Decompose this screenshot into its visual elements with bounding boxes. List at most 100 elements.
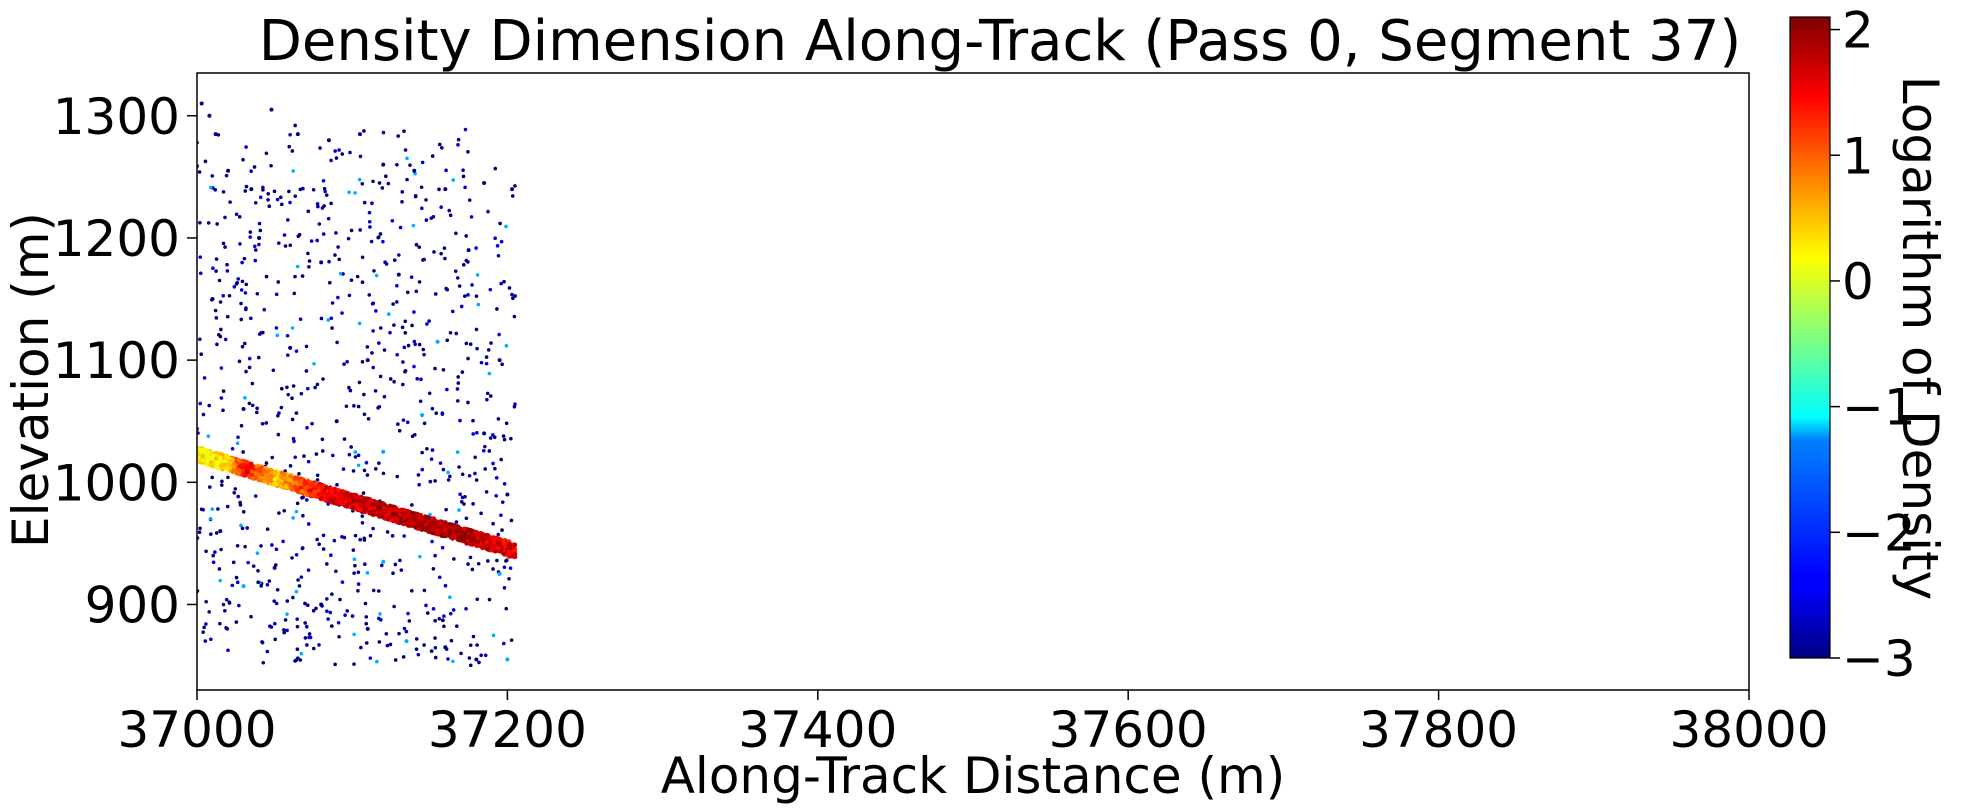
- scatter-point: [446, 470, 450, 475]
- band-point: [371, 502, 376, 507]
- scatter-point: [462, 502, 466, 506]
- scatter-point: [249, 169, 253, 174]
- scatter-point: [385, 530, 390, 534]
- band-point: [292, 476, 297, 481]
- scatter-point: [215, 222, 219, 226]
- scatter-point: [362, 536, 367, 541]
- band-point: [402, 515, 407, 520]
- scatter-point: [348, 150, 352, 155]
- scatter-point: [255, 406, 259, 411]
- scatter-point: [247, 356, 252, 361]
- scatter-point: [209, 637, 213, 642]
- scatter-point: [225, 627, 230, 631]
- scatter-point: [295, 132, 300, 137]
- band-point: [435, 528, 440, 534]
- scatter-point: [241, 157, 245, 162]
- scatter-point: [479, 360, 484, 365]
- scatter-point: [247, 401, 252, 406]
- scatter-point: [398, 558, 402, 563]
- scatter-point: [471, 432, 475, 436]
- scatter-point: [329, 158, 333, 163]
- scatter-point: [471, 418, 475, 423]
- x-axis-title: Along-Track Distance (m): [661, 747, 1286, 805]
- scatter-point: [459, 304, 464, 309]
- scatter-point: [297, 472, 301, 476]
- band-point: [413, 516, 418, 522]
- scatter-point: [380, 186, 385, 190]
- scatter-point: [437, 187, 441, 192]
- scatter-point: [269, 625, 274, 629]
- scatter-point: [350, 614, 355, 618]
- scatter-point: [470, 567, 475, 572]
- scatter-point: [493, 166, 498, 171]
- scatter-point: [294, 509, 299, 514]
- scatter-point: [320, 449, 325, 453]
- scatter-point: [211, 560, 216, 565]
- band-point: [369, 498, 375, 503]
- scatter-point: [278, 195, 283, 200]
- scatter-point: [431, 214, 436, 219]
- scatter-point: [242, 256, 247, 261]
- scatter-point: [337, 148, 341, 152]
- scatter-point: [333, 662, 337, 667]
- scatter-point: [421, 258, 425, 262]
- scatter-point: [364, 641, 369, 645]
- scatter-point: [234, 212, 239, 217]
- band-point: [365, 502, 371, 508]
- scatter-point: [388, 377, 393, 381]
- scatter-point: [347, 452, 352, 457]
- scatter-point: [397, 253, 401, 257]
- scatter-point: [494, 493, 499, 498]
- scatter-point: [487, 449, 492, 453]
- scatter-point: [240, 344, 245, 349]
- scatter-point: [287, 144, 292, 149]
- scatter-point: [395, 162, 399, 167]
- scatter-point: [483, 653, 488, 658]
- band-point: [276, 479, 281, 484]
- scatter-point: [448, 474, 452, 479]
- scatter-point: [452, 557, 456, 561]
- scatter-point: [317, 542, 321, 547]
- scatter-point: [324, 193, 329, 197]
- scatter-point: [433, 292, 438, 296]
- scatter-point: [504, 421, 509, 426]
- scatter-point: [238, 242, 242, 246]
- band-point: [442, 527, 447, 533]
- scatter-point: [372, 269, 376, 273]
- scatter-point: [272, 565, 277, 570]
- scatter-point: [359, 645, 363, 650]
- scatter-point: [227, 293, 232, 298]
- scatter-point: [369, 239, 374, 244]
- scatter-point: [497, 332, 501, 337]
- scatter-point: [312, 361, 316, 366]
- scatter-point: [433, 479, 437, 483]
- scatter-point: [414, 637, 419, 641]
- scatter-point: [455, 624, 459, 628]
- scatter-point: [214, 257, 219, 261]
- band-point: [340, 498, 346, 504]
- scatter-point: [442, 246, 447, 250]
- scatter-point: [347, 385, 351, 390]
- scatter-point: [319, 602, 324, 607]
- band-point: [416, 519, 422, 525]
- scatter-point: [293, 274, 297, 279]
- scatter-point: [310, 421, 314, 426]
- scatter-point: [397, 631, 401, 636]
- scatter-point: [495, 558, 499, 563]
- scatter-point: [244, 184, 249, 189]
- scatter-point: [335, 482, 339, 487]
- scatter-point: [393, 562, 398, 567]
- scatter-point: [448, 595, 452, 599]
- scatter-point: [511, 296, 515, 301]
- scatter-point: [342, 362, 346, 366]
- scatter-point: [401, 382, 405, 387]
- scatter-point: [414, 647, 419, 651]
- scatter-point: [484, 490, 489, 494]
- scatter-point: [333, 253, 337, 257]
- band-point: [333, 489, 338, 495]
- scatter-point: [475, 597, 480, 602]
- scatter-point: [237, 603, 241, 608]
- band-point: [448, 525, 453, 530]
- scatter-point: [307, 265, 311, 269]
- scatter-point: [439, 251, 443, 256]
